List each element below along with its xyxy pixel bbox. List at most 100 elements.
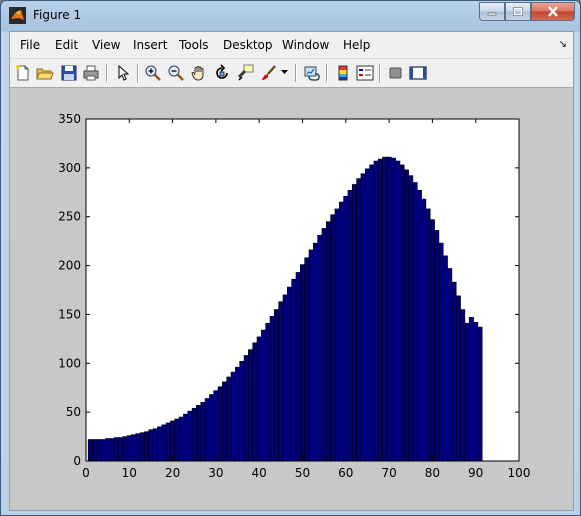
- bar: [252, 342, 258, 462]
- bar: [334, 208, 340, 462]
- legend-icon[interactable]: [356, 64, 374, 82]
- menu-tools[interactable]: Tools: [179, 38, 209, 52]
- bar: [300, 264, 305, 462]
- x-tick-label: 60: [338, 466, 353, 480]
- bar: [308, 249, 314, 462]
- bar: [282, 294, 288, 462]
- bar: [317, 234, 323, 462]
- hide-plot-tools-icon[interactable]: [387, 64, 405, 82]
- bar: [204, 398, 210, 462]
- bar: [213, 390, 219, 462]
- y-tick-label: 50: [66, 405, 81, 419]
- bar: [144, 431, 150, 462]
- menu-desktop[interactable]: Desktop: [223, 38, 273, 52]
- colorbar-icon[interactable]: [334, 64, 352, 82]
- title-bar[interactable]: Figure 1: [1, 1, 580, 31]
- zoom-in-icon[interactable]: [144, 64, 162, 82]
- bar: [468, 317, 474, 462]
- bar: [408, 175, 414, 462]
- minimize-button[interactable]: [479, 2, 505, 21]
- y-tick-label: 150: [58, 307, 81, 321]
- bar: [287, 286, 292, 462]
- bar: [87, 439, 93, 462]
- x-tick-label: 0: [82, 466, 90, 480]
- data-cursor-icon[interactable]: [236, 64, 254, 82]
- bar: [330, 214, 336, 462]
- close-button[interactable]: [531, 2, 575, 21]
- x-tick-label: 40: [252, 466, 267, 480]
- bar: [473, 321, 479, 462]
- brush-icon[interactable]: [260, 64, 278, 82]
- show-plot-tools-icon[interactable]: [409, 64, 427, 82]
- print-icon[interactable]: [82, 64, 100, 82]
- y-tick-label: 100: [58, 356, 81, 370]
- bar: [92, 439, 98, 462]
- bar: [373, 160, 379, 462]
- bar: [217, 386, 223, 462]
- zoom-out-icon[interactable]: [167, 64, 185, 82]
- x-tick-label: 70: [381, 466, 396, 480]
- bar: [425, 208, 431, 462]
- rotate-3d-icon[interactable]: [213, 64, 231, 82]
- bar: [178, 416, 184, 462]
- menu-edit[interactable]: Edit: [55, 38, 79, 52]
- bar: [170, 420, 176, 462]
- menu-view[interactable]: View: [92, 38, 121, 52]
- x-tick-label: 80: [425, 466, 440, 480]
- bar: [313, 242, 318, 462]
- new-file-icon[interactable]: [14, 64, 32, 82]
- bar: [256, 336, 262, 462]
- y-tick-label: 250: [58, 210, 81, 224]
- bar: [239, 361, 245, 462]
- bar: [442, 255, 448, 462]
- bar: [390, 157, 396, 462]
- bar: [96, 439, 102, 462]
- bar: [200, 402, 206, 462]
- bar: [131, 434, 137, 462]
- bar: [248, 349, 254, 462]
- menu-window[interactable]: Window: [282, 38, 330, 52]
- bar: [100, 439, 106, 462]
- bar: [360, 173, 366, 462]
- dock-figure-icon[interactable]: ↘: [558, 39, 567, 50]
- x-tick-label: 10: [122, 466, 137, 480]
- x-tick-label: 90: [468, 466, 483, 480]
- brush-dropdown-icon[interactable]: [281, 70, 288, 75]
- figure-toolbar: [10, 59, 573, 88]
- bar: [274, 309, 279, 462]
- pointer-icon[interactable]: [114, 64, 132, 82]
- bar: [386, 156, 392, 462]
- open-folder-icon[interactable]: [36, 64, 54, 82]
- bar: [304, 257, 310, 462]
- bar-chart[interactable]: 0 10 20 30 40 50 60 70 80 90 100 0 50 100 150 200 250 300…: [10, 88, 573, 510]
- bar: [434, 230, 440, 462]
- bar: [265, 322, 271, 462]
- bar: [339, 201, 344, 462]
- pan-hand-icon[interactable]: [190, 64, 208, 82]
- bar: [399, 164, 405, 462]
- menu-insert[interactable]: Insert: [133, 38, 168, 52]
- bar: [222, 381, 228, 462]
- bar: [139, 432, 145, 462]
- bar: [477, 326, 483, 462]
- save-icon[interactable]: [60, 64, 78, 82]
- bar: [269, 316, 275, 462]
- bar: [364, 168, 370, 462]
- x-tick-label: 30: [208, 466, 223, 480]
- menu-help[interactable]: Help: [343, 38, 371, 52]
- bar: [278, 301, 284, 462]
- bar: [161, 424, 167, 462]
- bar: [105, 438, 111, 462]
- bar: [395, 160, 401, 462]
- maximize-button[interactable]: [505, 2, 531, 21]
- bar: [196, 404, 202, 462]
- bar: [438, 242, 444, 462]
- bar: [356, 178, 362, 462]
- link-icon[interactable]: [303, 64, 321, 82]
- bar: [429, 219, 435, 462]
- y-tick-label: 300: [58, 161, 81, 175]
- bar: [291, 278, 297, 462]
- menu-file[interactable]: File: [20, 38, 41, 52]
- bar: [157, 426, 163, 462]
